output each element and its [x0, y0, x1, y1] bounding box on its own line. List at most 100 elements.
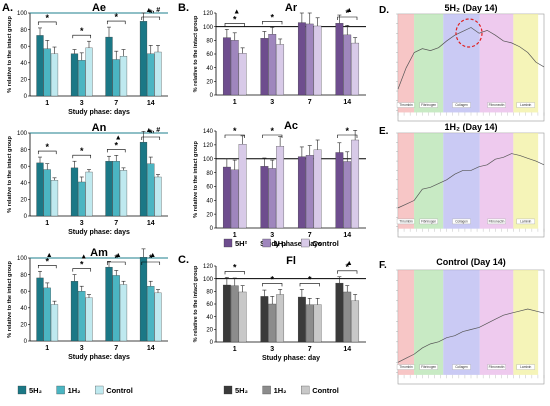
- legend-label: Control: [312, 386, 339, 395]
- significance-bracket: [141, 136, 161, 140]
- y-tick-label: 80: [20, 148, 27, 154]
- y-tick-label: 0: [24, 94, 28, 100]
- y-tick-label: 20: [206, 328, 213, 334]
- y-tick-label: 80: [206, 39, 213, 45]
- bar-an-s1-c2: [112, 161, 120, 217]
- bar-ac-s2-c0: [238, 144, 247, 229]
- spectrum-band-label: Fibrinogen: [421, 365, 436, 369]
- y-tick-label: 20: [206, 80, 213, 86]
- chart-title: Fl: [286, 255, 296, 267]
- band-label-box: [452, 364, 471, 370]
- x-axis-label: Study phase: days: [68, 354, 130, 361]
- bar-am-s2-c0: [50, 304, 59, 342]
- y-tick-label: 100: [17, 11, 28, 17]
- spectrum-band-label: Thrombin: [399, 365, 413, 369]
- x-tick-label: 14: [343, 99, 351, 106]
- bar-ar-s2-c3: [351, 42, 360, 96]
- significance-star: *: [114, 140, 118, 150]
- y-tick-label: 80: [20, 28, 27, 34]
- significance-bracket: [106, 149, 126, 153]
- y-tick-label: 0: [210, 93, 214, 99]
- bar-ae-s2-c0: [50, 53, 59, 97]
- bar-ae-s2-c1: [85, 47, 93, 97]
- y-tick-label: 120: [203, 264, 214, 270]
- bar-ar-s2-c2: [313, 25, 322, 96]
- x-tick-label: 7: [114, 345, 118, 352]
- spectrum-band: [443, 133, 480, 229]
- bar-an-s2-c3: [154, 176, 162, 217]
- x-axis-label: Study phase: days: [260, 241, 322, 248]
- x-tick-label: 3: [80, 100, 84, 107]
- significance-star: *: [114, 12, 118, 22]
- bar-ac-s0-c1: [260, 166, 269, 229]
- spectrum-band: [479, 133, 514, 229]
- band-label-box: [516, 364, 535, 370]
- spectrum-band-label: Fibrinogen: [421, 219, 436, 223]
- significance-star: *: [80, 146, 84, 156]
- bar-fl-s2-c0: [238, 291, 247, 343]
- marker-annotation: ▲: [346, 7, 353, 14]
- bar-ar-s0-c2: [297, 22, 306, 96]
- y-tick-label: 0: [24, 214, 28, 220]
- x-tick-label: 3: [80, 345, 84, 352]
- significance-bracket: [141, 16, 161, 20]
- y-tick-label: 20: [20, 323, 27, 329]
- legend-label: Control: [312, 239, 339, 248]
- bar-am-s1-c0: [43, 287, 51, 342]
- legend-swatch: [223, 238, 233, 248]
- significance-bracket: [262, 21, 283, 25]
- x-tick-label: 3: [270, 346, 274, 353]
- y-tick-label: 100: [203, 277, 214, 283]
- panel-letter: C.: [178, 254, 189, 266]
- spectrum-title: 5H₂ (Day 14): [444, 3, 497, 13]
- bar-fl-s0-c1: [260, 296, 269, 343]
- y-tick-label: 100: [17, 256, 28, 262]
- legend-label: 5H₂: [29, 386, 42, 395]
- y-axis-label: % relative to the intact group: [193, 141, 199, 218]
- y-tick-label: 40: [206, 66, 213, 72]
- significance-bracket: [37, 264, 57, 269]
- spectrum-band: [414, 270, 444, 375]
- bar-ac-s0-c2: [297, 156, 306, 229]
- significance-star: *: [233, 262, 237, 272]
- x-tick-label: 1: [233, 346, 237, 353]
- marker-annotation: ▲, #: [145, 7, 160, 14]
- spectrum-band: [513, 133, 539, 229]
- band-label-box: [487, 218, 506, 225]
- significance-bracket: [337, 270, 358, 274]
- y-tick-label: 60: [20, 44, 27, 50]
- y-tick-label: 80: [206, 290, 213, 296]
- spectrum-band: [513, 14, 539, 113]
- bar-am-s0-c0: [36, 277, 44, 342]
- bar-ar-s2-c1: [276, 44, 285, 96]
- chart-title: Ac: [284, 120, 298, 132]
- y-tick-label: 60: [206, 185, 213, 191]
- bar-fl-s2-c1: [276, 294, 285, 343]
- bar-ar-s0-c0: [222, 37, 231, 96]
- significance-star: *: [45, 13, 49, 23]
- spectrum-band: [443, 270, 480, 375]
- bar-am-s2-c2: [119, 284, 128, 342]
- bar-ae-s1-c3: [147, 53, 155, 97]
- significance-star: *: [45, 142, 49, 152]
- y-tick-label: 80: [206, 171, 213, 177]
- bar-ar-s1-c1: [268, 34, 277, 96]
- x-tick-label: 14: [343, 232, 351, 239]
- bar-fl-s1-c1: [268, 303, 277, 343]
- significance-star: *: [149, 253, 153, 263]
- significance-star: *: [80, 260, 84, 270]
- bar-am-s0-c2: [105, 266, 113, 342]
- legend-swatch: [56, 385, 65, 395]
- significance-bracket: [72, 34, 92, 39]
- bar-an-s2-c0: [50, 180, 59, 217]
- significance-bracket: [337, 134, 358, 138]
- chart-ae: A. Ae 0 20 40 60 80 100 % relative to the intact…: [2, 2, 168, 116]
- legend-label: 1H₂: [68, 386, 81, 395]
- spectrum-band: [398, 270, 415, 375]
- bar-fl-s0-c3: [335, 282, 344, 343]
- x-tick-label: 1: [233, 232, 237, 239]
- bar-fl-s0-c0: [222, 284, 231, 343]
- significance-star: *: [345, 8, 349, 18]
- significance-star: *: [270, 126, 274, 136]
